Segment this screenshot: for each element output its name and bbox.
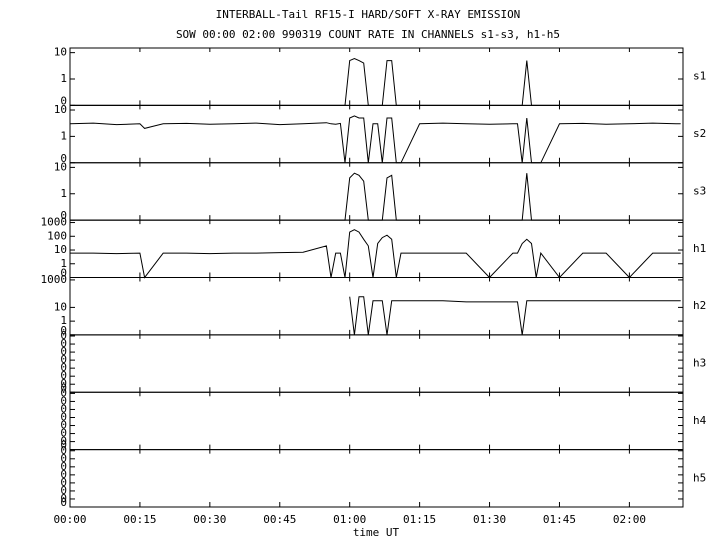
- y-tick-label: 0: [60, 345, 67, 358]
- y-tick-label: 10: [54, 103, 67, 116]
- x-axis-label: time UT: [353, 526, 400, 539]
- y-tick-label: 0: [60, 337, 67, 350]
- y-tick-label: 10: [54, 46, 67, 59]
- panel-label: h4: [693, 414, 707, 427]
- y-tick-label: 1: [60, 129, 67, 142]
- y-tick-label: 0: [60, 484, 67, 497]
- panel-frame: [69, 449, 684, 508]
- x-tick-label: 01:00: [333, 513, 366, 526]
- y-tick-label: 0: [60, 468, 67, 481]
- y-tick-label: 0: [60, 496, 67, 509]
- y-tick-label: 0: [60, 410, 67, 423]
- y-tick-label: 100: [47, 229, 67, 242]
- x-tick-label: 01:15: [403, 513, 436, 526]
- y-tick-label: 0: [60, 419, 67, 432]
- panel-label: h2: [693, 299, 706, 312]
- y-tick-label: 0: [60, 377, 67, 390]
- panel-label: h3: [693, 357, 706, 370]
- y-tick-label: 0: [60, 402, 67, 415]
- x-tick-label: 01:30: [473, 513, 506, 526]
- y-tick-label: 1: [60, 187, 67, 200]
- y-tick-label: 0: [60, 329, 67, 342]
- x-tick-label: 00:00: [53, 513, 86, 526]
- x-tick-label: 02:00: [613, 513, 646, 526]
- y-tick-label: 0: [60, 492, 67, 505]
- y-tick-label: 0: [60, 394, 67, 407]
- panel-label: s2: [693, 127, 706, 140]
- y-tick-label: 1000: [41, 273, 68, 286]
- y-tick-label: 1: [60, 257, 67, 270]
- y-tick-label: 10: [54, 243, 67, 256]
- panel-label: h1: [693, 242, 706, 255]
- y-tick-label: 0: [60, 386, 67, 399]
- y-tick-label: 10: [54, 160, 67, 173]
- y-tick-label: 0: [60, 361, 67, 374]
- x-tick-label: 00:45: [263, 513, 296, 526]
- y-tick-label: 1: [60, 72, 67, 85]
- y-tick-label: 1000: [41, 216, 68, 229]
- y-tick-label: 0: [60, 476, 67, 489]
- y-tick-label: 0: [60, 460, 67, 473]
- y-tick-label: 0: [60, 152, 67, 165]
- chart-subtitle: SOW 00:00 02:00 990319 COUNT RATE IN CHA…: [176, 28, 560, 41]
- y-tick-label: 0: [60, 435, 67, 448]
- x-tick-label: 00:30: [193, 513, 226, 526]
- y-tick-label: 0: [60, 324, 67, 337]
- y-tick-label: 0: [60, 452, 67, 465]
- data-line: [70, 229, 681, 279]
- chart-title: INTERBALL-Tail RF15-I HARD/SOFT X-RAY EM…: [216, 8, 521, 21]
- y-tick-label: 0: [60, 381, 67, 394]
- y-tick-label: 0: [60, 267, 67, 280]
- y-tick-label: 0: [60, 444, 67, 457]
- y-tick-label: 10: [54, 300, 67, 313]
- x-tick-label: 00:15: [123, 513, 156, 526]
- data-line: [349, 296, 681, 335]
- x-tick-label: 01:45: [543, 513, 576, 526]
- y-tick-label: 0: [60, 353, 67, 366]
- y-tick-label: 0: [60, 427, 67, 440]
- y-tick-label: 0: [60, 94, 67, 107]
- y-tick-label: 0: [60, 439, 67, 452]
- panel-label: s3: [693, 184, 706, 197]
- y-tick-label: 1: [60, 314, 67, 327]
- y-tick-label: 0: [60, 369, 67, 382]
- panel-label: s1: [693, 70, 706, 83]
- y-tick-label: 0: [60, 209, 67, 222]
- panel-label: h5: [693, 471, 706, 484]
